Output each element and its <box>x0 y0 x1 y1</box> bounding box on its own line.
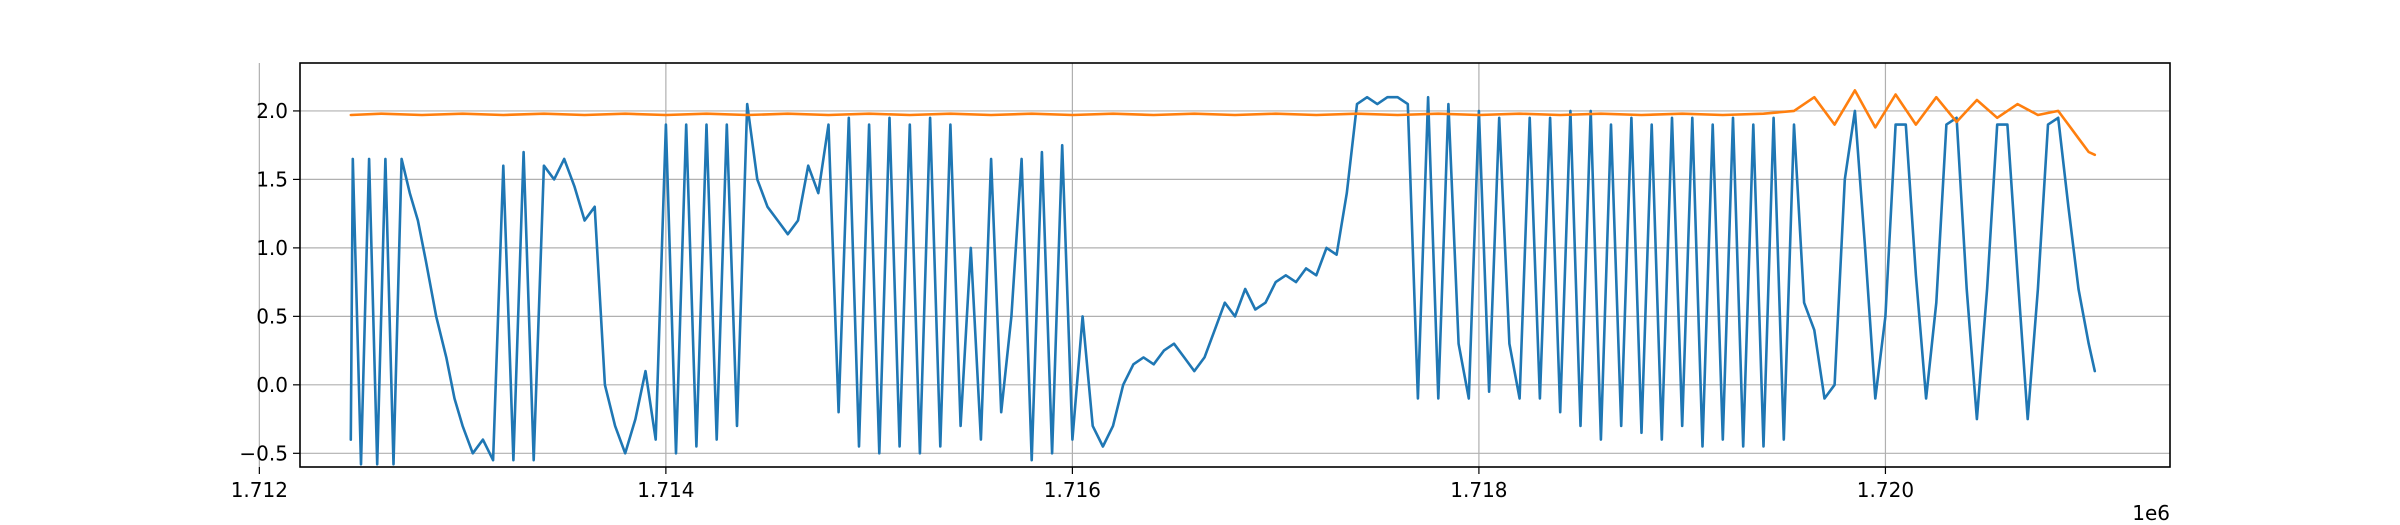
series-line-2 <box>349 89 2097 157</box>
series-line-1 <box>349 95 2097 466</box>
y-tick-label: 1.5 <box>256 167 288 191</box>
x-axis-offset-label: 1e6 <box>2132 501 2170 525</box>
y-tick-label: 0.5 <box>256 304 288 328</box>
x-tick-label: 1.712 <box>231 478 288 502</box>
y-tick-label: −0.5 <box>239 441 288 465</box>
series-group <box>349 89 2097 466</box>
x-tick-label: 1.720 <box>1857 478 1914 502</box>
y-tick-label: 1.0 <box>256 236 288 260</box>
x-tick-label: 1.714 <box>637 478 694 502</box>
plot-area-frame <box>299 62 2171 468</box>
y-tick-label: 0.0 <box>256 373 288 397</box>
y-axis: −0.5 0.0 0.5 1.0 1.5 2.0 <box>239 99 300 465</box>
x-tick-label: 1.716 <box>1044 478 1101 502</box>
x-tick-label: 1.718 <box>1450 478 1507 502</box>
x-axis: 1.712 1.714 1.716 1.718 1.720 <box>231 467 1914 502</box>
grid-lines <box>258 63 2170 467</box>
y-tick-label: 2.0 <box>256 99 288 123</box>
